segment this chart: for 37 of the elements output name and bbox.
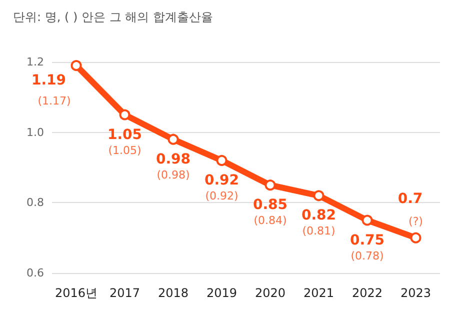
x-tick-label: 2021	[303, 286, 334, 300]
point	[119, 109, 130, 120]
y-tick-label: 0.8	[26, 196, 44, 210]
y-tick-label: 0.6	[26, 266, 44, 280]
data-label: 0.92	[204, 172, 240, 188]
data-label: 0.75	[350, 232, 385, 248]
point	[216, 154, 228, 166]
data-label: 1.05	[107, 126, 142, 143]
point	[410, 232, 422, 244]
point	[70, 60, 82, 72]
data-label: 1.19	[31, 72, 66, 89]
annotation: (0.81)	[302, 224, 336, 238]
annotation: (0.98)	[156, 168, 190, 182]
point	[264, 180, 276, 191]
x-tick-label: 2019	[206, 286, 238, 300]
data-label: 0.98	[156, 151, 191, 168]
annotation: (0.84)	[254, 214, 287, 228]
annotation: (1.17)	[38, 94, 71, 108]
data-label: 0.85	[252, 197, 288, 214]
data-label: 0.7	[398, 190, 423, 207]
annotation: (?)	[408, 214, 423, 228]
x-tick-label: 2022	[352, 286, 383, 300]
annotation: (0.92)	[205, 189, 238, 202]
annotation: (0.78)	[350, 249, 384, 262]
point	[362, 214, 373, 226]
x-tick-label: 2023	[400, 286, 432, 300]
y-tick-label: 1.2	[26, 56, 44, 68]
annotation: (1.05)	[108, 144, 142, 157]
y-tick-label: 1.0	[26, 126, 44, 139]
x-tick-label: 2016년	[54, 286, 98, 300]
x-tick-label: 2018	[158, 286, 189, 300]
point	[168, 134, 179, 145]
point	[313, 190, 324, 202]
chart-title: 단위: 명, ( ) 안은 그 해의 합계출산율	[13, 10, 213, 24]
x-tick-label: 2017	[109, 286, 140, 300]
data-label: 0.82	[301, 208, 336, 224]
x-tick-label: 2020	[254, 286, 286, 300]
